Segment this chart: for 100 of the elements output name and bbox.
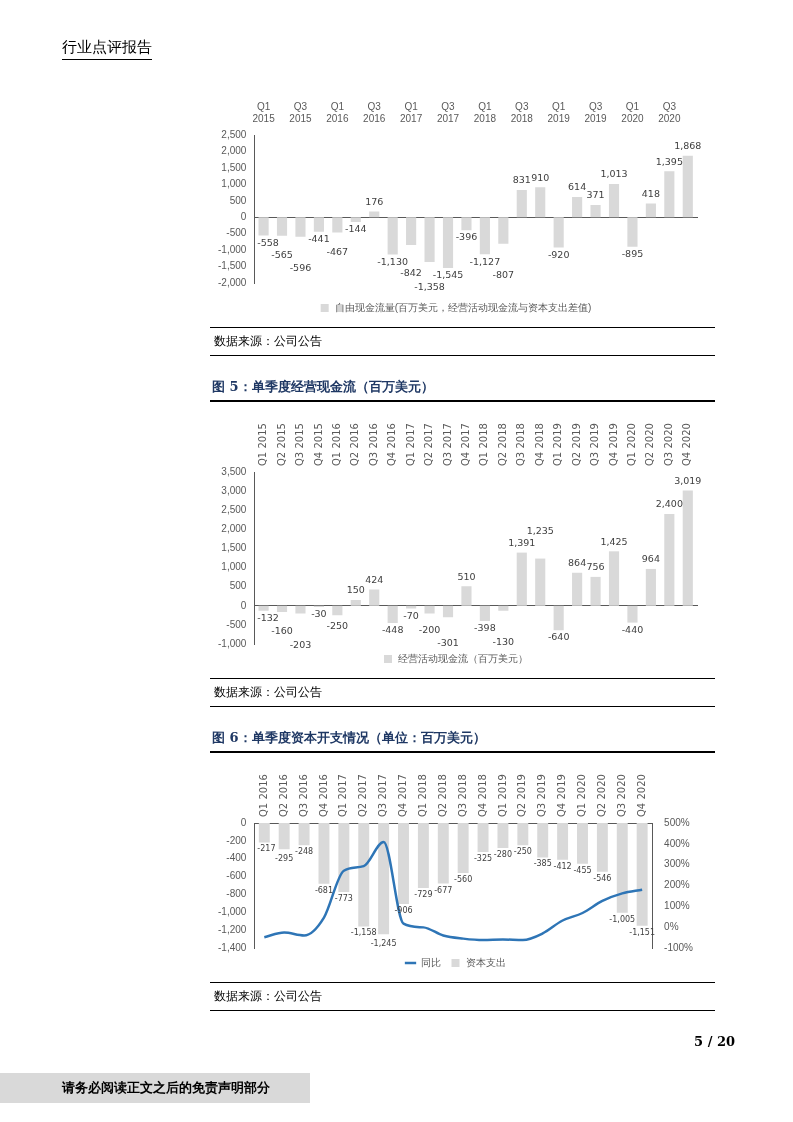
bar [424,217,435,262]
x-tick-label: Q1 2020 [621,100,645,124]
data-label: -30 [311,608,327,620]
bar [276,605,288,612]
x-tick-label: Q2 2015 [275,423,287,466]
data-label: -144 [345,223,367,235]
x-tick-label: Q3 2017 [436,100,460,124]
y2-tick-label: 0% [664,920,679,932]
data-label: -70 [403,609,419,621]
y-tick-label: 1,500 [221,161,247,173]
data-label: -1,158 [350,928,377,938]
data-label: 2,400 [655,498,683,510]
source-note: 数据来源：公司公告 [210,678,715,707]
y-tick-label: -200 [226,834,247,846]
data-label: -895 [621,247,644,259]
y-tick-label: 3,500 [221,465,247,477]
data-label: -560 [454,875,473,885]
x-tick-label: Q1 2015 [257,423,269,466]
bar [313,217,324,232]
legend-label: 经营活动现金流（百万美元） [398,652,528,664]
data-label: -295 [275,854,294,864]
bar [258,217,269,236]
y-tick-label: -1,200 [218,923,247,935]
y-tick-label: -500 [226,618,247,630]
data-label: -130 [492,635,515,647]
bar [332,217,343,233]
bar [424,605,435,614]
data-label: 3,019 [674,474,702,486]
text: 行业点评报告 [62,38,152,60]
data-label: -301 [437,636,459,648]
bar [608,551,620,606]
y-tick-label: 0 [240,210,247,222]
data-label: 1,013 [600,168,628,180]
bar [258,605,269,611]
data-label: -200 [418,623,441,635]
y-tick-label: 2,000 [221,145,247,157]
data-label: -132 [257,612,279,624]
y2-tick-label: 200% [664,879,690,891]
y-tick-label: 1,000 [221,561,247,573]
y-tick-label: 2,500 [221,128,247,140]
data-label: 964 [641,553,660,565]
x-tick-label: Q3 2016 [363,100,386,124]
bar [645,203,656,218]
data-label: 1,395 [655,155,683,167]
data-label: -807 [492,268,515,280]
x-tick-label: Q2 2016 [349,423,361,466]
data-label: 1,391 [508,536,536,548]
x-tick-label: Q1 2016 [330,423,342,466]
data-label: 418 [641,187,660,199]
x-tick-label: Q3 2019 [589,423,601,466]
x-tick-label: Q4 2017 [460,423,472,466]
data-label: -1,130 [377,255,408,267]
chart-title: 图 5：单季度经营现金流（百万美元） [210,376,715,402]
data-label: -455 [573,865,592,875]
data-label: -325 [473,854,493,864]
source-note: 数据来源：公司公告 [210,982,715,1011]
y-tick-label: -600 [226,870,247,882]
bar [516,189,527,218]
bar [553,217,564,248]
x-tick-label: Q2 2017 [357,774,369,817]
x-tick-label: Q1 2016 [326,100,349,124]
x-tick-label: Q2 2020 [595,774,607,817]
y-tick-label: -800 [226,888,247,900]
x-tick-label: Q4 2018 [476,774,488,817]
bar [350,600,361,606]
y-tick-label: 1,000 [221,178,247,190]
y2-tick-label: 100% [664,900,690,912]
x-tick-label: Q2 2016 [277,774,289,817]
data-label: -729 [414,890,433,900]
x-tick-label: Q2 2019 [570,423,582,466]
x-tick-label: Q4 2019 [607,423,619,466]
y-tick-label: -1,400 [218,941,247,953]
x-tick-label: Q3 2019 [536,774,548,817]
data-label: 1,235 [526,524,554,536]
y-tick-label: -1,000 [218,243,247,255]
data-label: -596 [289,262,312,274]
bar [608,183,620,218]
x-tick-label: Q4 2020 [681,423,693,466]
bar [442,605,454,618]
source-note: 数据来源：公司公告 [210,327,715,356]
bar [442,217,454,269]
x-tick-label: Q1 2019 [552,423,564,466]
bar [387,217,398,255]
data-label: -412 [553,861,572,871]
x-tick-label: Q2 2020 [644,423,656,466]
x-tick-label: Q4 2016 [386,423,398,466]
x-tick-label: Q2 2017 [423,423,435,466]
bar [535,558,546,606]
bar [664,514,675,606]
data-label: -558 [257,236,279,248]
data-label: -396 [455,231,478,243]
data-label: -467 [326,245,349,257]
data-label: -546 [593,873,612,883]
bar [553,605,564,631]
bar [590,576,601,606]
bar [572,197,583,218]
y2-tick-label: 500% [664,816,690,828]
x-tick-label: Q4 2018 [533,423,545,466]
data-label: 831 [512,174,531,186]
data-label: -250 [513,847,532,857]
